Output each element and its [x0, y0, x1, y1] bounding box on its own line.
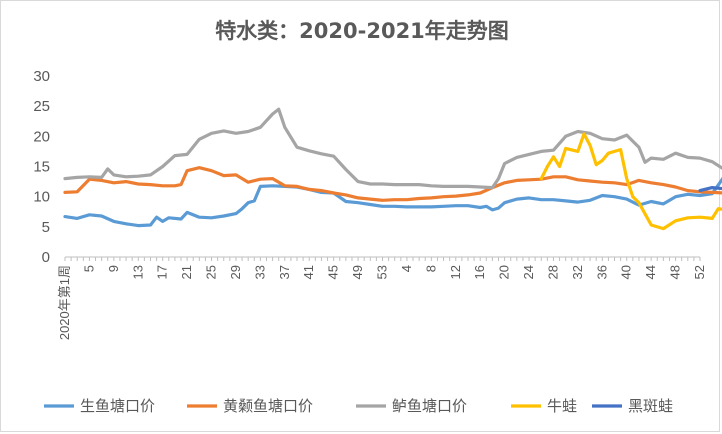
x-tick-label: 41 — [301, 265, 316, 279]
x-tick-label: 12 — [448, 265, 463, 279]
x-tick-label: 37 — [277, 265, 292, 279]
x-tick-label: 28 — [545, 265, 560, 279]
x-tick-label: 17 — [155, 265, 170, 279]
legend: 生鱼塘口价 黄颡鱼塘口价 鲈鱼塘口价 牛蛙 黑斑蛙 — [44, 397, 673, 415]
legend-label: 鲈鱼塘口价 — [392, 397, 467, 415]
chart-title: 特水类：2020-2021年走势图 — [215, 19, 509, 43]
legend-label: 黑斑蛙 — [628, 397, 673, 415]
x-tick-label: 9 — [106, 265, 121, 272]
y-tick-label: 5 — [42, 219, 50, 236]
legend-label: 黄颡鱼塘口价 — [223, 397, 313, 415]
plot-area — [63, 107, 722, 231]
y-axis: 0 5 10 15 20 25 30 — [33, 68, 50, 266]
x-tick-label: 20 — [497, 265, 512, 279]
y-tick-label: 25 — [33, 98, 50, 115]
x-tick-label: 29 — [228, 265, 243, 279]
x-tick-label: 16 — [472, 265, 487, 279]
y-tick-label: 15 — [33, 159, 50, 176]
series-line — [63, 176, 722, 228]
series-line — [539, 132, 722, 231]
series-line — [698, 186, 722, 193]
x-tick-label: 21 — [179, 265, 194, 279]
x-tick-label: 53 — [375, 265, 390, 279]
x-axis: 2020年第1周 5 9 13 17 21 25 29 33 37 41 45 49 53 4 8 12 16 20… — [57, 256, 707, 340]
x-tick-label: 2020年第1周 — [57, 265, 72, 340]
x-tick-label: 33 — [252, 265, 267, 279]
x-tick-label: 44 — [643, 265, 658, 279]
x-tick-label: 45 — [326, 265, 341, 279]
x-tick-label: 13 — [130, 265, 145, 279]
y-tick-label: 0 — [42, 249, 50, 266]
x-tick-label: 52 — [692, 265, 707, 279]
x-tick-label: 8 — [423, 265, 438, 272]
legend-label: 生鱼塘口价 — [80, 397, 155, 415]
x-tick-label: 32 — [570, 265, 585, 279]
y-tick-label: 10 — [33, 189, 50, 206]
y-tick-label: 30 — [33, 68, 50, 85]
x-tick-label: 36 — [594, 265, 609, 279]
y-tick-label: 20 — [33, 128, 50, 145]
x-tick-label: 24 — [521, 265, 536, 279]
x-tick-label: 40 — [619, 265, 634, 279]
legend-label: 牛蛙 — [547, 397, 577, 415]
x-tick-label: 25 — [204, 265, 219, 279]
x-tick-label: 49 — [350, 265, 365, 279]
x-tick-label: 48 — [668, 265, 683, 279]
x-tick-label: 5 — [81, 265, 96, 272]
series-line — [63, 107, 722, 190]
series-line — [63, 166, 722, 202]
x-tick-label: 4 — [399, 265, 414, 272]
